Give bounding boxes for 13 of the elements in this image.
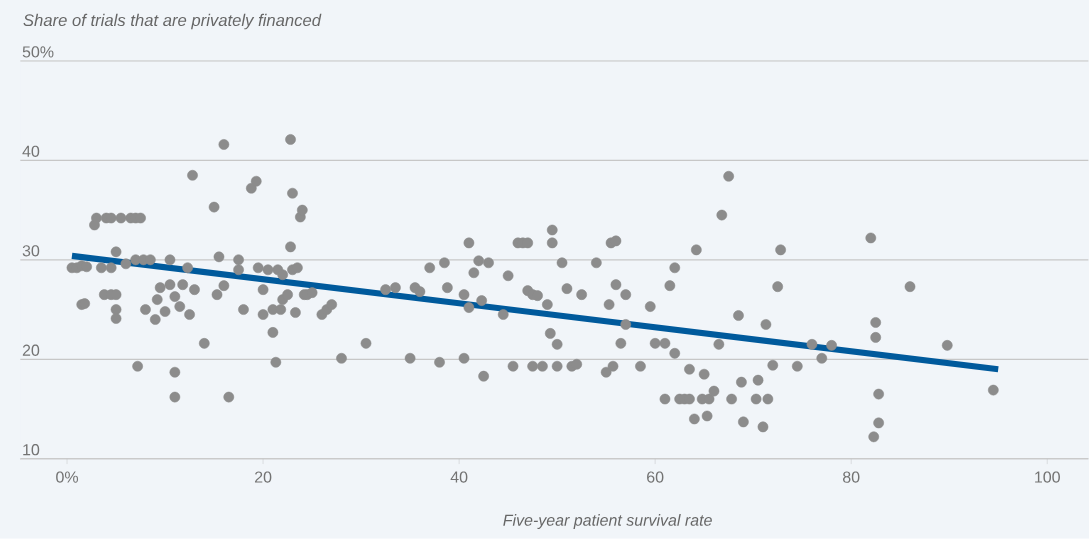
y-tick-label: 30 — [22, 245, 40, 257]
y-tick-label: 50% — [22, 46, 54, 58]
x-tick-label: 60 — [647, 471, 664, 483]
x-tick-label: 0% — [56, 471, 79, 483]
y-tick-label: 40 — [22, 145, 40, 158]
x-tick-label: 80 — [842, 471, 860, 483]
y-tick-label: 10 — [23, 444, 40, 456]
x-tick-label: 20 — [254, 471, 272, 483]
y-axis-title: Share of trials that are privately financed — [23, 14, 322, 30]
x-tick-label: 100 — [1035, 471, 1060, 483]
y-tick-label: 20 — [22, 344, 40, 357]
x-tick-label: 40 — [450, 471, 468, 483]
x-axis-title: Five-year patient survival rate — [503, 514, 712, 530]
